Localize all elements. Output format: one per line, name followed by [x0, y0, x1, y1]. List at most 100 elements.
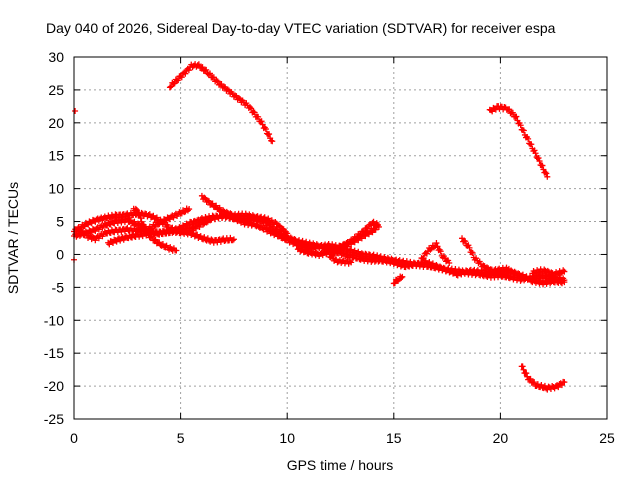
y-tick-label: 25 [48, 82, 64, 98]
data-point [275, 222, 282, 229]
data-point [505, 265, 512, 272]
x-tick-label: 5 [177, 430, 185, 446]
data-point [446, 260, 453, 267]
data-point [513, 113, 520, 120]
series-track-j [529, 266, 568, 279]
data-point [92, 237, 99, 244]
data-point [391, 280, 398, 287]
data-point [506, 106, 513, 113]
data-point [192, 220, 199, 227]
x-tick-label: 10 [279, 430, 295, 446]
data-point [531, 147, 538, 154]
data-point [527, 375, 534, 382]
y-tick-label: 20 [48, 115, 64, 131]
y-tick-label: 30 [48, 49, 64, 65]
data-point [185, 222, 192, 229]
data-point [227, 210, 234, 217]
data-point [303, 247, 310, 254]
data-point [539, 162, 546, 169]
data-point [431, 244, 438, 251]
series-track-f [198, 192, 291, 237]
data-point [186, 206, 193, 213]
y-tick-label: 5 [56, 214, 64, 230]
data-point [153, 214, 160, 221]
data-point [561, 279, 568, 286]
data-point [557, 270, 564, 277]
data-point [561, 379, 568, 386]
data-point [173, 247, 180, 254]
data-point [492, 106, 499, 113]
data-point [541, 266, 548, 273]
data-point [156, 239, 163, 246]
data-point [343, 241, 350, 248]
x-tick-label: 15 [386, 430, 402, 446]
data-point [192, 225, 199, 232]
x-tick-label: 25 [599, 430, 615, 446]
data-point [520, 366, 527, 373]
series-arc-low [518, 363, 568, 393]
data-point [266, 131, 273, 138]
data-point [148, 233, 155, 240]
data-point [466, 244, 473, 251]
data-point [258, 118, 265, 125]
data-point [131, 218, 138, 225]
data-point [230, 236, 237, 243]
data-point [370, 218, 377, 225]
series-track-e [130, 205, 180, 254]
x-axis-label: GPS time / hours [287, 457, 394, 473]
data-point [483, 264, 490, 271]
series-arc-high-1 [166, 61, 276, 145]
axis-ticks: 0 5 10 15 20 25 -25 -20 -15 -10 -5 0 5 10 15 20 25 30 [44, 49, 615, 446]
data-point [201, 194, 208, 201]
data-point [346, 239, 353, 246]
data-point [152, 236, 159, 243]
data-point [509, 109, 516, 116]
x-tick-label: 20 [493, 430, 509, 446]
data-point [525, 135, 532, 142]
data-point [515, 270, 522, 277]
series-track-c [75, 205, 193, 244]
data-point [348, 259, 355, 266]
data-point [185, 228, 192, 235]
data-point [72, 107, 79, 114]
data-point [86, 232, 93, 239]
series-track-k [390, 273, 406, 287]
data-point [224, 86, 231, 93]
data-point [543, 170, 550, 177]
data-point [78, 227, 85, 234]
y-tick-label: 10 [48, 181, 64, 197]
y-tick-label: -5 [52, 279, 65, 295]
data-point [544, 267, 551, 274]
data-point [531, 379, 538, 386]
data-point [427, 246, 434, 253]
data-point [440, 264, 447, 271]
data-point [175, 77, 182, 84]
data-point [127, 217, 134, 224]
data-point [207, 70, 214, 77]
data-point [538, 381, 545, 388]
data-point [436, 263, 443, 270]
data-point [145, 231, 152, 238]
data-point [269, 138, 276, 145]
data-point [141, 223, 148, 230]
data-point [469, 249, 476, 256]
data-point [246, 104, 253, 111]
chart-title: Day 040 of 2026, Sidereal Day-to-day VTE… [46, 20, 556, 36]
series-track-i [459, 235, 512, 276]
data-point [133, 207, 140, 214]
y-tick-label: -10 [44, 312, 64, 328]
data-points [71, 61, 568, 393]
data-point [429, 260, 436, 267]
plot-frame [73, 56, 608, 420]
data-point [279, 225, 286, 232]
data-point [433, 240, 440, 247]
data-point [434, 243, 441, 250]
series-track-d [105, 227, 237, 248]
data-point [235, 95, 242, 102]
series-track-g [294, 218, 382, 267]
data-point [351, 252, 358, 259]
data-point [200, 217, 207, 224]
data-point [229, 237, 236, 244]
